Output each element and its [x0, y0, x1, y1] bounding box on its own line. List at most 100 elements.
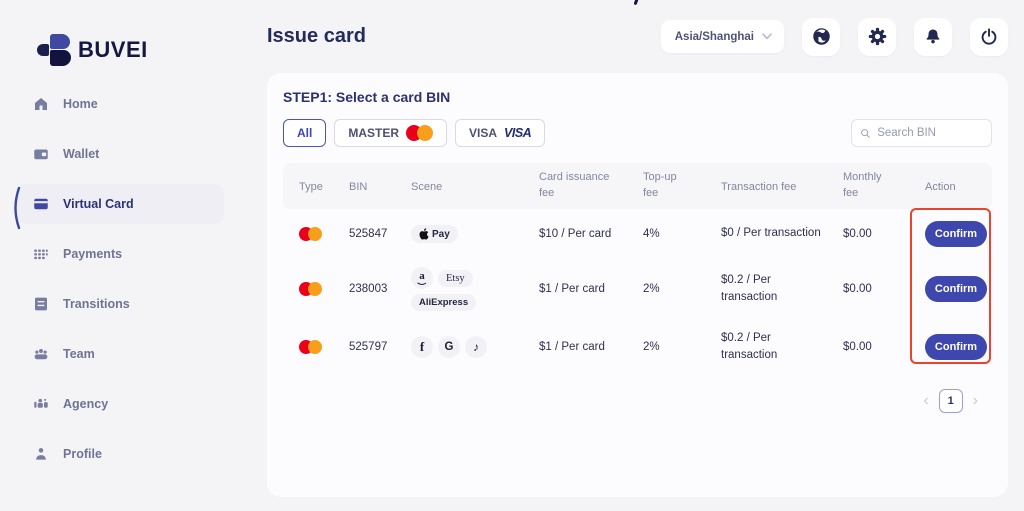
amazon-label: a [419, 269, 425, 282]
visa-logo-icon: VISA [504, 126, 532, 140]
team-people-icon [34, 349, 48, 360]
apple-pay-label: Pay [432, 228, 450, 240]
action-cell: Confirm [917, 221, 992, 247]
bin-cell: 238003 [349, 283, 388, 295]
mastercard-icon [299, 340, 341, 354]
monthly-fee-cell: $0.00 [843, 283, 872, 295]
search-bin-input[interactable] [877, 127, 983, 139]
sidebar-item-wallet[interactable]: Wallet [16, 134, 224, 174]
sidebar-item-team[interactable]: Team [16, 334, 224, 374]
col-header-monthly-fee: Monthly fee [843, 171, 882, 199]
col-header-type: Type [299, 180, 323, 193]
table-header-row: Type BIN Scene Card issuance fee Top-up … [283, 163, 992, 209]
amazon-smile-icon [417, 281, 427, 285]
step-title: STEP1: Select a card BIN [283, 89, 451, 105]
filter-visa-button[interactable]: VISA VISA [455, 119, 546, 147]
filter-row: All MASTER VISA VISA [283, 119, 992, 147]
top-up-fee-cell: 2% [643, 341, 660, 353]
sidebar-nav: Home Wallet Virtual Card Payments Transi… [0, 84, 240, 474]
card-network-cell [283, 340, 341, 354]
top-up-fee-cell: 2% [643, 283, 660, 295]
card-network-cell [283, 227, 341, 241]
search-bin-box [851, 119, 992, 147]
filter-all-button[interactable]: All [283, 119, 327, 147]
sidebar-item-label: Wallet [63, 147, 100, 161]
confirm-button[interactable]: Confirm [925, 334, 987, 360]
scene-cell: Pay [403, 221, 503, 247]
sidebar-item-label: Payments [63, 247, 123, 261]
confirm-button[interactable]: Confirm [925, 221, 987, 247]
col-header-transaction-fee: Transaction fee [721, 180, 797, 193]
settings-button[interactable] [858, 17, 896, 56]
transaction-fee-cell: $0.2 / Per transaction [721, 273, 778, 303]
region-selector-value: Asia/Shanghai [674, 30, 754, 43]
filter-master-button[interactable]: MASTER [334, 119, 448, 147]
confirm-button[interactable]: Confirm [925, 276, 987, 302]
card-issuance-fee-cell: $10 / Per card [539, 228, 612, 240]
issue-card-panel: STEP1: Select a card BIN All MASTER VISA… [267, 73, 1008, 497]
wallet-icon [34, 149, 48, 160]
page-title: Issue card [267, 25, 366, 47]
chevron-down-icon [762, 33, 772, 40]
sidebar-item-profile[interactable]: Profile [16, 434, 224, 474]
col-header-card-issuance-fee: Card issuance fee [539, 171, 610, 199]
tiktok-badge: ♪ [465, 336, 487, 358]
sidebar-item-label: Virtual Card [63, 197, 134, 211]
sidebar-item-payments[interactable]: Payments [16, 234, 224, 274]
col-header-scene: Scene [411, 180, 443, 193]
top-up-fee-cell: 4% [643, 228, 660, 240]
mastercard-icon [299, 282, 341, 296]
sidebar-item-label: Profile [63, 447, 102, 461]
notifications-button[interactable] [914, 17, 952, 56]
region-selector[interactable]: Asia/Shanghai [660, 20, 784, 53]
monthly-fee-cell: $0.00 [843, 341, 872, 353]
pagination: ‹ 1 › [283, 389, 992, 413]
globe-button[interactable] [802, 17, 840, 56]
pagination-page-1[interactable]: 1 [938, 389, 963, 413]
filter-all-label: All [297, 126, 313, 140]
apple-pay-badge: Pay [411, 225, 458, 243]
action-cell: Confirm [917, 334, 992, 360]
brand-logo: BUVEI [0, 0, 640, 72]
amazon-badge: a [411, 267, 433, 289]
aliexpress-badge: AliExpress [411, 294, 477, 311]
pagination-prev-button[interactable]: ‹ [923, 392, 929, 409]
power-button[interactable] [970, 17, 1008, 56]
facebook-badge: f [411, 336, 433, 358]
table-row: 525847 Pay $10 / Per card 4% $0 / Per tr… [283, 209, 992, 259]
bin-cell: 525797 [349, 341, 388, 353]
home-icon [35, 98, 47, 110]
sidebar-item-virtual-card[interactable]: Virtual Card [14, 184, 224, 230]
sidebar-item-transitions[interactable]: Transitions [16, 284, 224, 324]
filter-master-label: MASTER [348, 126, 400, 140]
table-row: 238003 a Etsy AliExpress $1 / Per card 2… [283, 259, 992, 319]
sidebar-item-label: Agency [63, 397, 109, 411]
sidebar-item-label: Transitions [63, 297, 130, 311]
etsy-badge: Etsy [438, 269, 473, 287]
credit-card-icon [34, 198, 48, 210]
sidebar: BUVEI Home Wallet Virtual Card Payments [0, 0, 640, 511]
table-row: 525797 f G ♪ $1 / Per card 2% $0.2 / Per… [283, 319, 992, 375]
sidebar-item-home[interactable]: Home [16, 84, 224, 124]
col-header-bin: BIN [349, 180, 368, 193]
topbar: Issue card Asia/Shanghai [240, 0, 1024, 73]
col-header-top-up-fee: Top-up fee [643, 171, 677, 199]
monthly-fee-cell: $0.00 [843, 228, 872, 240]
payments-grid-icon [34, 249, 48, 260]
active-item-bracket [14, 186, 21, 230]
main-content: Issue card Asia/Shanghai [240, 0, 1024, 511]
google-badge: G [438, 336, 460, 358]
document-icon [35, 297, 47, 311]
power-icon [981, 27, 997, 45]
sidebar-item-label: Team [63, 347, 95, 361]
pagination-next-button[interactable]: › [972, 392, 978, 409]
brand-name: BUVEI [78, 37, 148, 62]
card-issuance-fee-cell: $1 / Per card [539, 341, 605, 353]
card-issuance-fee-cell: $1 / Per card [539, 283, 605, 295]
sidebar-item-agency[interactable]: Agency [16, 384, 224, 424]
bell-icon [926, 29, 940, 43]
mastercard-icon [299, 227, 341, 241]
search-icon [861, 128, 870, 138]
gear-icon [868, 27, 886, 46]
